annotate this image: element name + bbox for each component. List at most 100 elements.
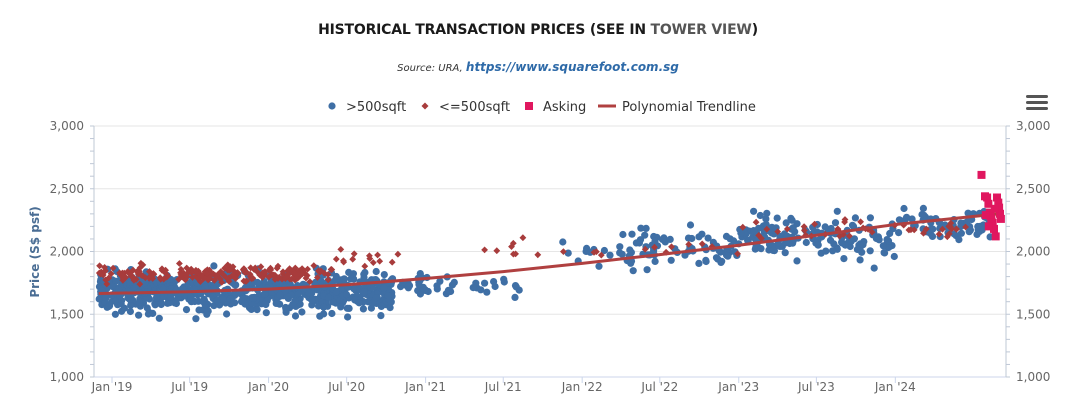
point-small [361,262,369,270]
point-large [298,308,306,316]
point-small [136,280,144,288]
source-link[interactable]: https://www.squarefoot.com.sg [465,60,679,74]
point-small [349,255,357,263]
x-tick-label: Jul '20 [327,380,365,394]
point-small [103,280,111,288]
point-large [635,239,644,247]
point-small [800,223,808,230]
point-small [962,223,969,231]
point-small [221,264,228,272]
point-small [247,264,255,272]
point-large [681,251,689,259]
point-large [750,227,758,235]
point-small [306,278,314,286]
legend-item[interactable]: Asking [525,100,586,115]
point-small [935,230,943,238]
point-large [651,257,659,265]
point-small [508,243,515,250]
hamburger-menu-icon[interactable] [1026,95,1048,113]
point-large [272,299,280,307]
point-small [945,230,953,238]
point-small [327,266,335,273]
point-large [320,303,328,311]
point-large [490,278,498,286]
point-asking [994,198,1003,207]
point-small [534,251,542,259]
y-tick-label: 2,000 [50,245,84,259]
point-large [253,306,261,314]
point-large [974,222,982,231]
point-large [890,252,898,261]
point-small [374,251,381,259]
point-asking [995,203,1004,212]
point-large [477,286,485,294]
point-large [276,291,284,299]
point-large [762,221,770,229]
point-large [360,288,368,296]
point-asking [984,199,993,208]
legend-item[interactable]: <=500sqft [421,100,511,115]
point-large [127,301,135,309]
point-large [821,223,829,231]
point-small [857,218,864,226]
point-large [372,267,380,276]
point-large [918,210,926,219]
point-large [380,284,388,292]
point-large [166,293,175,301]
legend-item[interactable]: >500sqft [328,100,406,115]
point-small [763,225,771,233]
point-large [763,209,771,217]
point-large [724,252,732,260]
legend-item[interactable]: Polynomial Trendline [598,100,756,115]
point-large [192,315,200,323]
point-large [712,254,721,262]
point-small [641,245,649,253]
point-large [344,313,352,321]
point-large [618,250,626,258]
point-small [758,235,765,242]
source-prefix: Source: URA, [397,63,466,74]
point-large [756,211,764,220]
point-small [284,271,292,279]
point-asking [991,232,1000,241]
point-large [308,296,316,304]
y-tick-label-right: 1,500 [1016,307,1050,321]
point-large [152,294,161,302]
point-small [560,248,567,255]
point-large [500,275,508,283]
tower-view-link[interactable]: TOWER VIEW [650,22,752,38]
point-small [509,239,517,247]
point-large [895,216,904,224]
point-small [739,223,747,231]
point-large [964,209,972,217]
point-large [833,207,841,215]
series-asking [977,170,1005,241]
point-asking [996,209,1004,218]
point-small [137,259,145,267]
y-axis-right: 1,000 1,500 2,000 2,500 3,000 [1005,119,1050,384]
point-small [251,264,259,272]
point-large [781,239,790,247]
point-large [359,305,367,313]
point-large [957,229,966,237]
point-asking [977,170,986,179]
point-large [841,241,849,249]
point-large [328,309,336,318]
point-large [111,310,119,318]
point-large [851,214,860,222]
point-large [666,235,674,243]
point-large [332,288,340,296]
point-asking [981,211,990,220]
chart-title: HISTORICAL TRANSACTION PRICES (SEE IN TO… [0,22,1076,38]
point-large [239,295,247,303]
legend: >500sqft <=500sqft Asking Polynomial Trendl… [328,100,756,115]
point-large [606,251,614,259]
point-small [229,263,237,271]
point-small [953,225,960,233]
point-small [651,243,658,251]
point-small [124,268,132,275]
legend-marker-square [525,102,533,110]
point-large [135,298,143,307]
point-small [261,269,268,277]
